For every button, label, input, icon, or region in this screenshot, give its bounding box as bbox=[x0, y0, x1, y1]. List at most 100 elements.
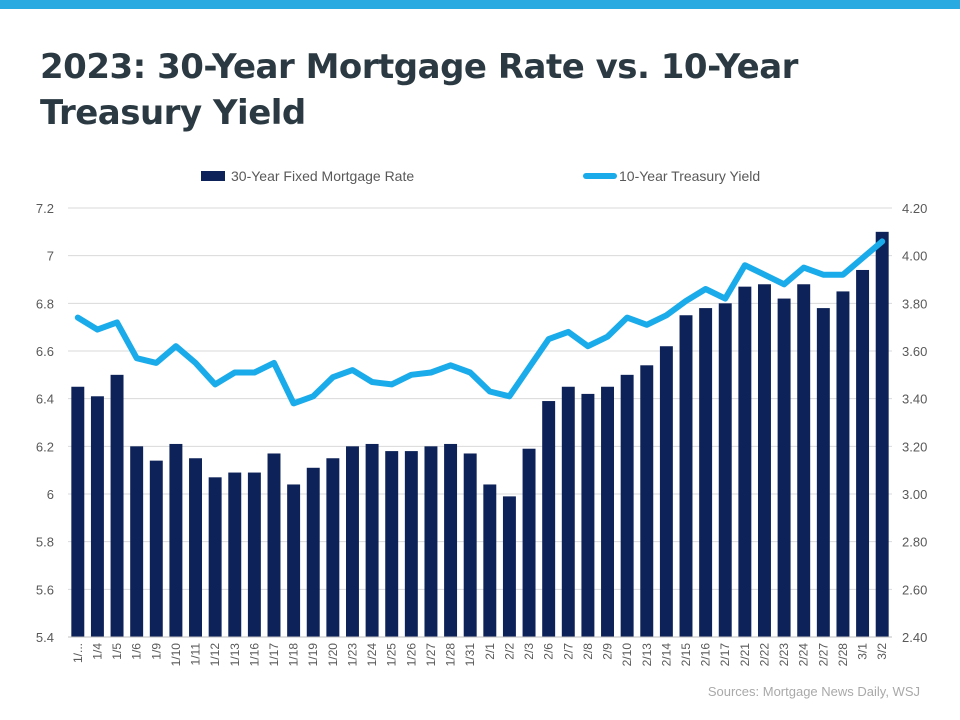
mortgage-rate-bar bbox=[699, 308, 713, 637]
y-right-tick-label: 3.60 bbox=[902, 344, 927, 359]
x-tick-label: 1/25 bbox=[385, 643, 399, 667]
mortgage-rate-bar bbox=[149, 460, 163, 637]
x-tick-label: 2/6 bbox=[542, 643, 556, 660]
y-left-tick-label: 7.2 bbox=[36, 201, 54, 216]
mortgage-rate-bars bbox=[71, 231, 889, 638]
x-tick-label: 2/21 bbox=[738, 643, 752, 667]
chart-title: 2023: 30-Year Mortgage Rate vs. 10-Year … bbox=[40, 47, 798, 133]
x-tick-label: 3/1 bbox=[856, 643, 870, 660]
mortgage-rate-bar bbox=[365, 443, 379, 637]
mortgage-rate-bar bbox=[267, 453, 281, 637]
mortgage-rate-bar bbox=[797, 284, 811, 637]
x-tick-label: 2/8 bbox=[581, 643, 595, 660]
mortgage-rate-bar bbox=[444, 443, 458, 637]
y-left-tick-label: 7 bbox=[47, 249, 54, 264]
y-left-tick-label: 6.8 bbox=[36, 296, 54, 311]
x-tick-label: 2/15 bbox=[679, 643, 693, 667]
mortgage-rate-bar bbox=[640, 365, 654, 637]
x-tick-label: 1/9 bbox=[149, 643, 163, 660]
x-tick-label: 2/3 bbox=[522, 643, 536, 660]
y-left-tick-label: 5.6 bbox=[36, 582, 54, 597]
x-tick-label: 1/16 bbox=[247, 643, 261, 667]
y-right-tick-label: 2.80 bbox=[902, 535, 927, 550]
mortgage-rate-bar bbox=[189, 458, 202, 637]
x-tick-label: 2/17 bbox=[718, 643, 732, 667]
mortgage-rate-bar bbox=[130, 446, 144, 637]
mortgage-rate-bar bbox=[758, 284, 771, 637]
mortgage-rate-bar bbox=[463, 453, 477, 637]
y-right-tick-label: 3.00 bbox=[902, 487, 927, 502]
x-tick-label: 2/1 bbox=[483, 643, 497, 660]
mortgage-rate-bar bbox=[228, 472, 242, 637]
x-tick-label: 1/31 bbox=[463, 643, 477, 667]
mortgage-rate-bar bbox=[581, 393, 595, 637]
x-tick-label: 2/16 bbox=[699, 643, 713, 667]
mortgage-rate-bar bbox=[502, 496, 516, 637]
mortgage-rate-bar bbox=[208, 477, 222, 637]
mortgage-rate-bar bbox=[404, 451, 418, 637]
mortgage-rate-bar bbox=[326, 458, 340, 637]
mortgage-rate-bar bbox=[561, 386, 575, 637]
x-tick-label: 1/23 bbox=[345, 643, 359, 667]
y-right-tick-label: 4.20 bbox=[902, 201, 927, 216]
mortgage-rate-bar bbox=[90, 396, 104, 637]
y-left-tick-label: 5.4 bbox=[36, 630, 54, 645]
axes: 5.4 5.6 5.8 6 6.2 6.4 6.6 6.8 7 7.2 2.40 2.60 2.80 3.… bbox=[36, 201, 927, 666]
mortgage-rate-bar bbox=[718, 303, 732, 637]
x-tick-label: 1/18 bbox=[287, 643, 301, 667]
x-tick-label: 1/24 bbox=[365, 643, 379, 667]
mortgage-rate-bar bbox=[346, 446, 359, 637]
mortgage-rate-bar bbox=[816, 308, 830, 637]
mortgage-rate-bar bbox=[385, 451, 399, 637]
y-right-tick-label: 2.60 bbox=[902, 582, 927, 597]
x-tick-label: 1/12 bbox=[208, 643, 222, 667]
mortgage-rate-bar bbox=[483, 484, 497, 637]
x-tick-label: 2/23 bbox=[777, 643, 791, 667]
treasury-yield-line-layer bbox=[74, 238, 886, 407]
x-tick-label: 2/13 bbox=[640, 643, 654, 667]
legend: 30-Year Fixed Mortgage Rate 10-Year Trea… bbox=[201, 168, 760, 184]
x-tick-label: 1/28 bbox=[444, 643, 458, 667]
y-left-tick-label: 5.8 bbox=[36, 535, 54, 550]
legend-label-treasury: 10-Year Treasury Yield bbox=[619, 168, 760, 184]
x-tick-label: 1/27 bbox=[424, 643, 438, 667]
x-tick-label: 1/10 bbox=[169, 643, 183, 667]
mortgage-rate-bar bbox=[306, 467, 320, 637]
x-tick-label: 1/5 bbox=[110, 643, 124, 660]
x-tick-label: 1/19 bbox=[306, 643, 320, 667]
x-tick-label: 1/4 bbox=[90, 643, 104, 660]
x-tick-label: 2/27 bbox=[816, 643, 830, 667]
x-tick-label: 1/20 bbox=[326, 643, 340, 667]
x-tick-label: 1/17 bbox=[267, 643, 281, 667]
mortgage-rate-bar bbox=[424, 446, 438, 637]
x-tick-label: 2/14 bbox=[659, 643, 673, 667]
mortgage-rate-bar bbox=[875, 231, 889, 638]
x-tick-label: 2/22 bbox=[757, 643, 771, 667]
x-tick-label: 2/10 bbox=[620, 643, 634, 667]
mortgage-rate-bar bbox=[620, 374, 634, 637]
y-right-tick-label: 3.40 bbox=[902, 392, 927, 407]
x-tick-label: 2/24 bbox=[797, 643, 811, 667]
x-tick-label: 2/2 bbox=[502, 643, 516, 660]
y-left-tick-label: 6.6 bbox=[36, 344, 54, 359]
y-right-tick-label: 3.80 bbox=[902, 296, 927, 311]
y-left-tick-label: 6 bbox=[47, 487, 54, 502]
mortgage-rate-bar bbox=[542, 401, 556, 637]
mortgage-rate-bar bbox=[659, 346, 673, 637]
top-accent-bar bbox=[0, 0, 960, 9]
y-left-tick-label: 6.2 bbox=[36, 439, 54, 454]
legend-label-mortgage: 30-Year Fixed Mortgage Rate bbox=[231, 168, 414, 184]
y-right-tick-label: 3.20 bbox=[902, 439, 927, 454]
mortgage-rate-bar bbox=[522, 448, 536, 637]
treasury-yield-line bbox=[74, 238, 886, 407]
mortgage-rate-bar bbox=[71, 386, 85, 637]
x-tick-label: 2/9 bbox=[601, 643, 615, 660]
source-note: Sources: Mortgage News Daily, WSJ bbox=[707, 684, 920, 699]
mortgage-rate-bar bbox=[836, 291, 850, 637]
x-tick-label: 1/26 bbox=[404, 643, 418, 667]
x-tick-label: 2/7 bbox=[561, 643, 575, 660]
x-tick-label: 1/6 bbox=[130, 643, 144, 660]
mortgage-rate-bar bbox=[738, 286, 752, 637]
y-right-tick-label: 4.00 bbox=[902, 249, 927, 264]
